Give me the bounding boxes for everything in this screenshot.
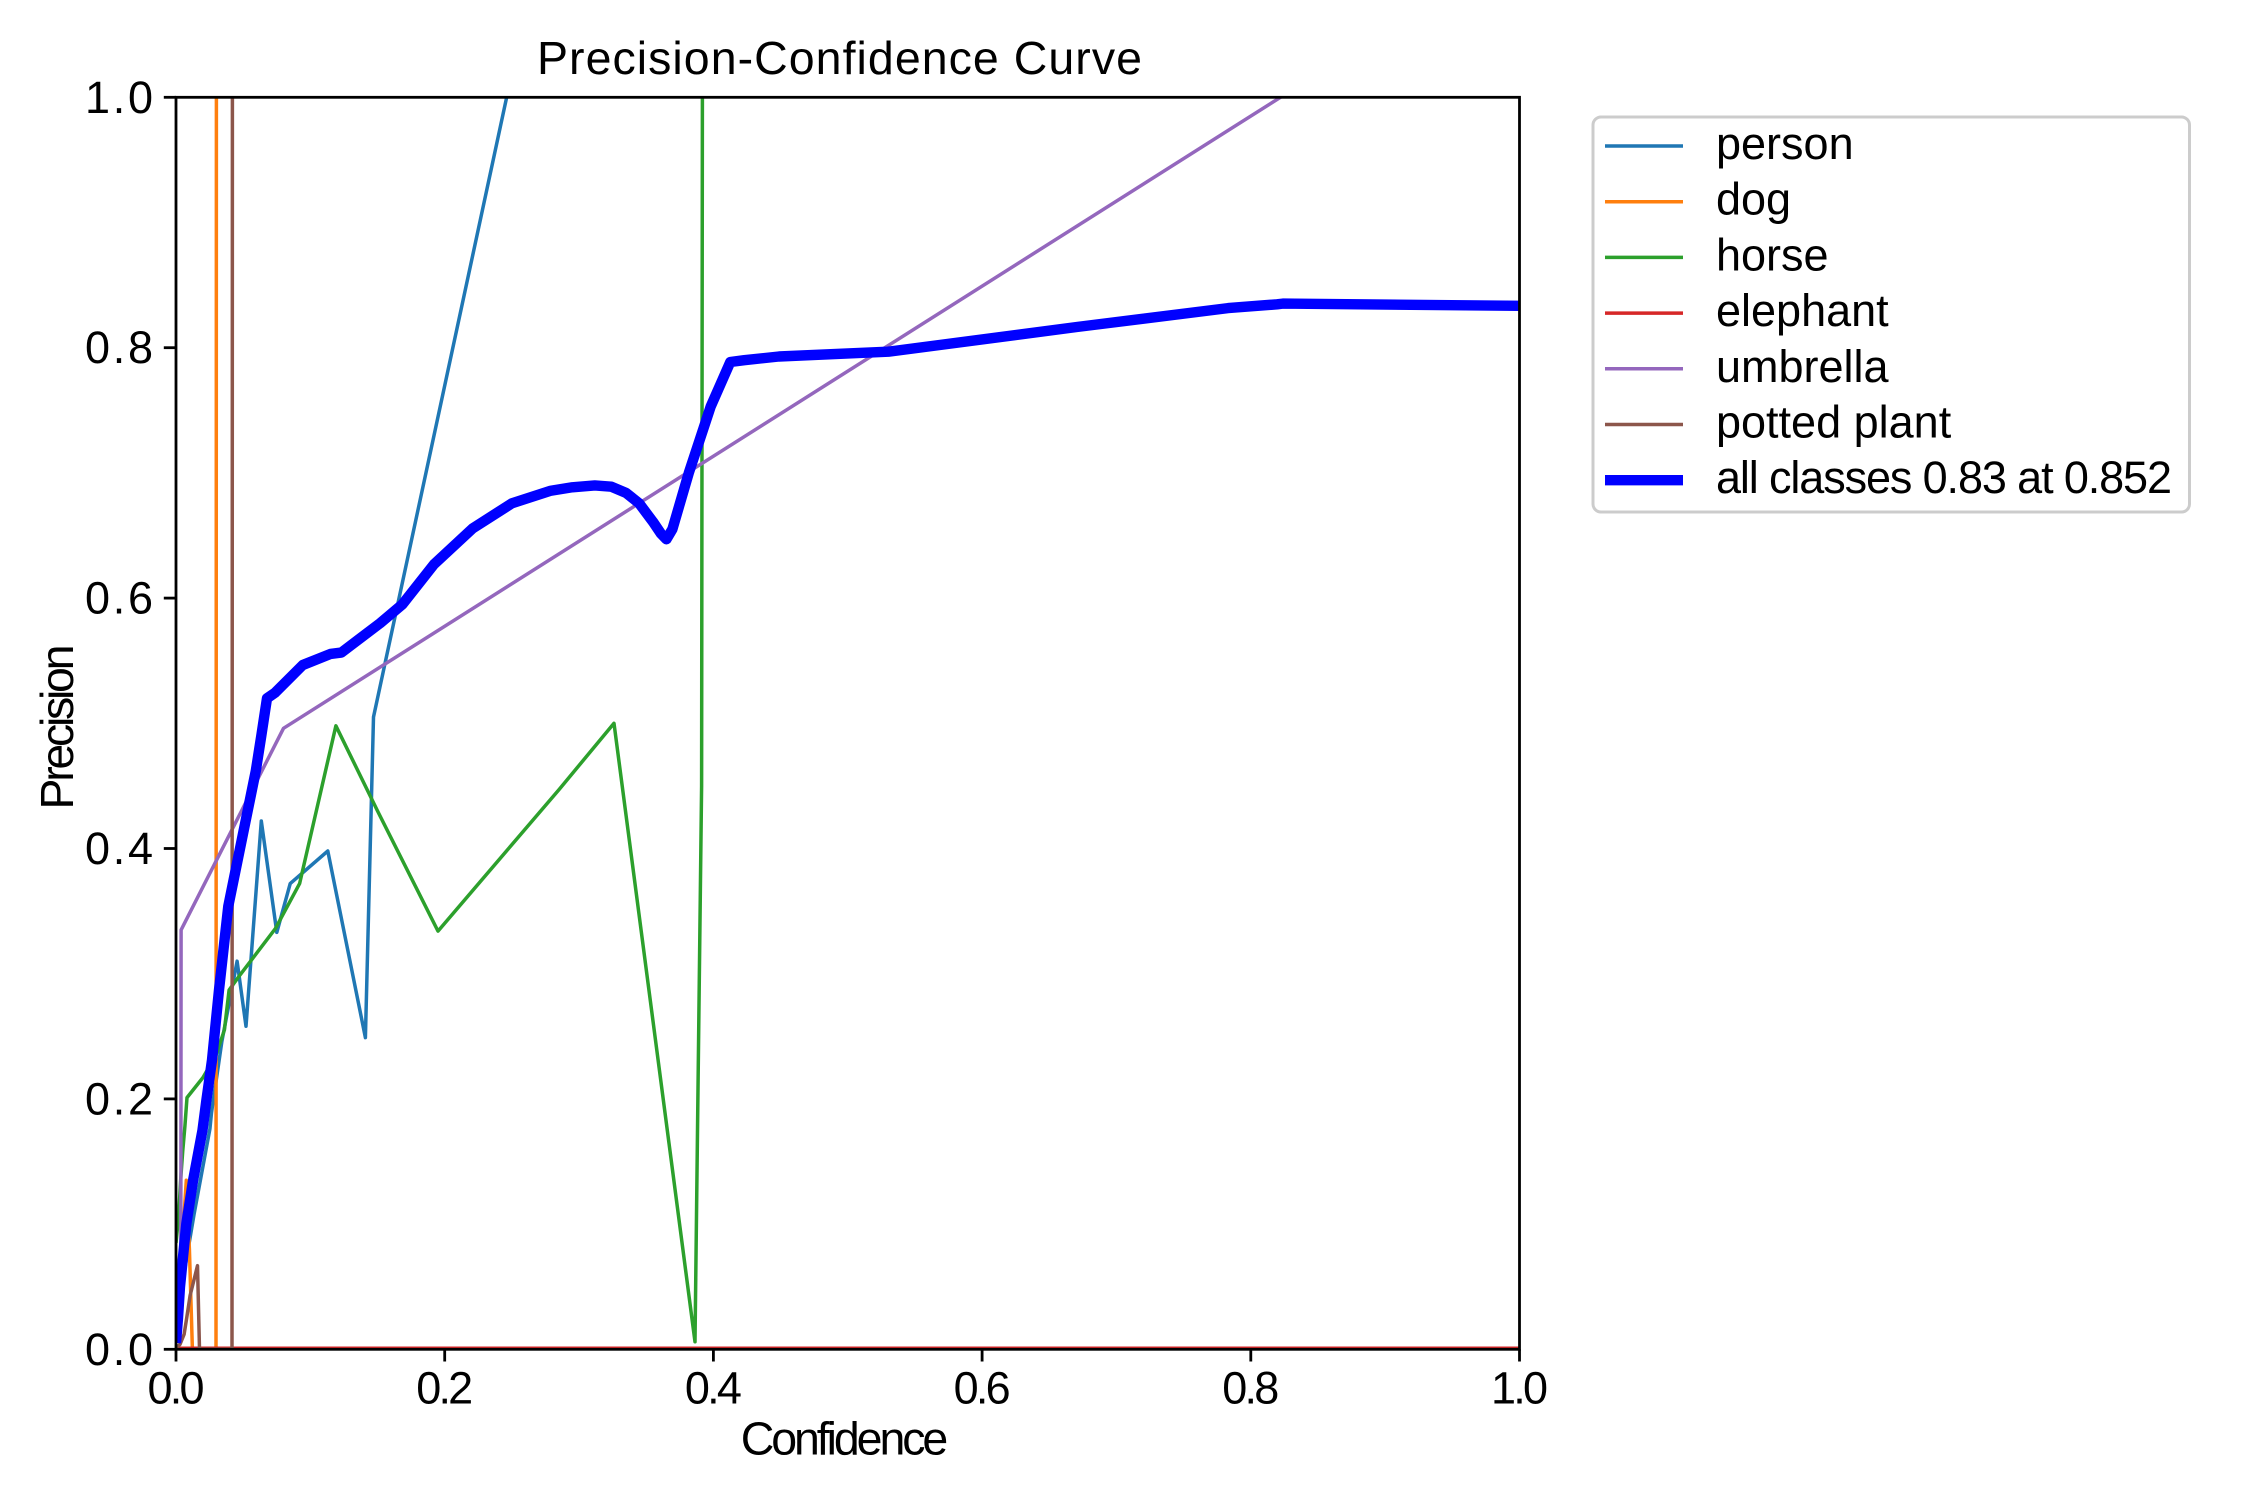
svg-text:0.4: 0.4 [85,823,153,874]
svg-text:Precision-Confidence Curve: Precision-Confidence Curve [537,32,1142,84]
svg-text:0.4: 0.4 [685,1362,742,1413]
svg-text:1.0: 1.0 [85,72,153,123]
svg-text:elephant: elephant [1716,285,1889,336]
svg-text:0.6: 0.6 [954,1362,1011,1413]
svg-text:potted plant: potted plant [1716,397,1952,448]
svg-text:0.6: 0.6 [85,573,153,624]
svg-text:0.0: 0.0 [85,1324,153,1375]
svg-text:0.8: 0.8 [85,322,153,373]
svg-text:0.2: 0.2 [85,1073,153,1124]
svg-text:dog: dog [1716,174,1791,225]
svg-text:Precision: Precision [31,645,83,810]
svg-text:1.0: 1.0 [1491,1362,1548,1413]
svg-text:all classes 0.83 at 0.852: all classes 0.83 at 0.852 [1716,452,2172,503]
svg-text:0.0: 0.0 [148,1362,205,1413]
svg-text:Confidence: Confidence [741,1413,949,1465]
svg-text:horse: horse [1716,229,1829,280]
svg-text:0.2: 0.2 [416,1362,473,1413]
svg-text:person: person [1716,118,1854,169]
svg-text:umbrella: umbrella [1716,341,1890,392]
svg-text:0.8: 0.8 [1222,1362,1279,1413]
